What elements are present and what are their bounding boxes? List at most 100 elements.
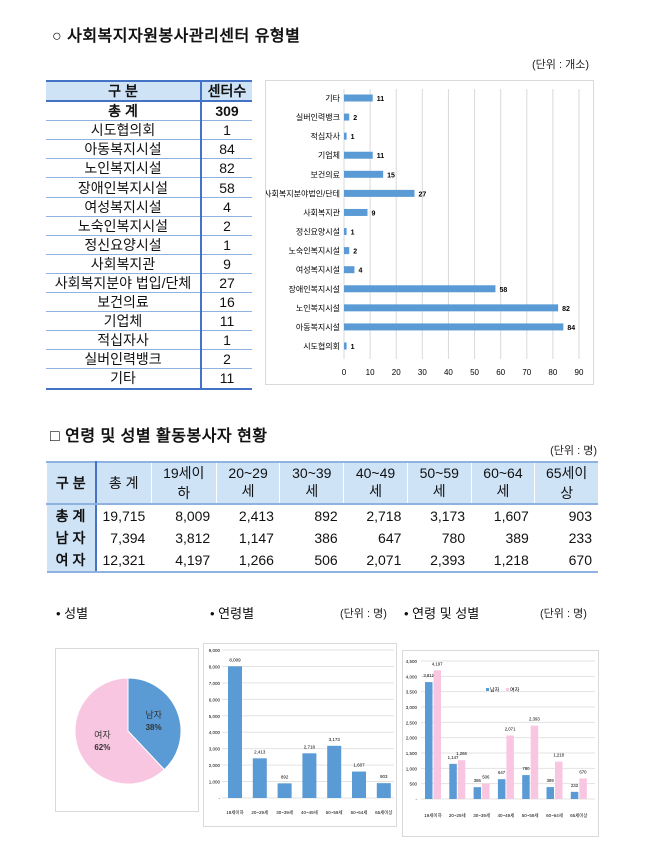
slice-percent: 62% xyxy=(94,743,110,752)
row-value: 82 xyxy=(200,158,252,179)
cell-value: 8,009 xyxy=(175,508,211,524)
category-label: 보건의료 xyxy=(311,169,340,179)
x-tick-label: 80 xyxy=(548,368,557,377)
category-label: 사회복지분야법인/단테 xyxy=(266,188,340,198)
row-value: 2 xyxy=(200,349,252,370)
y-tick-label: 3,500 xyxy=(406,690,418,695)
row-label: 기업체 xyxy=(46,311,201,332)
category-label: 사회복지관 xyxy=(303,207,340,217)
table-row: 여성복지시설 4 xyxy=(46,197,252,217)
bar xyxy=(344,285,496,293)
category-label: 20~29세 xyxy=(449,812,466,819)
gender-label: • 성별 xyxy=(56,606,89,621)
category-label: 65세이상 xyxy=(570,812,587,819)
gender-pie-chart: 남자 38% 여자 62% xyxy=(55,648,199,812)
header-cell: 40~49세 xyxy=(343,461,408,505)
x-tick-label: 40 xyxy=(444,368,453,377)
cell-value: 3,812 xyxy=(175,530,211,546)
slice-name: 여자 xyxy=(94,729,111,740)
y-tick-label: - xyxy=(416,797,418,802)
header-cell: 60~64세 xyxy=(470,461,535,505)
category-label: 기업체 xyxy=(318,150,340,160)
legend-swatch xyxy=(506,688,509,691)
category-label: 실버인력뱅크 xyxy=(296,112,340,122)
row-label: 사회복지분야 법입/단체 xyxy=(46,273,201,294)
x-tick-label: 60 xyxy=(496,368,505,377)
row-value: 2 xyxy=(200,216,252,236)
category-label: 정신요양시설 xyxy=(296,227,340,237)
row-label: 아동복지시설 xyxy=(46,139,201,160)
x-tick-label: 20 xyxy=(392,368,401,377)
data-label: 4 xyxy=(358,268,362,275)
category-label: 30~39세 xyxy=(276,809,293,816)
data-label: 2,393 xyxy=(529,717,540,722)
center-type-table: 구 분 센터수 총 계 309 시도협의회 1 아동복지시설 84 노인복지시설 82 장애인복지시… xyxy=(46,79,252,390)
data-label: 892 xyxy=(281,774,289,779)
total-value: 309 xyxy=(200,101,252,122)
bar xyxy=(327,745,342,798)
category-label: 50~59세 xyxy=(522,812,539,819)
y-tick-label: 4,000 xyxy=(209,730,221,735)
category-label: 40~49세 xyxy=(498,812,515,819)
bar xyxy=(277,783,292,798)
header-cell: 총 계 xyxy=(95,461,152,505)
age-label: • 연령별 xyxy=(210,606,255,621)
category-label: 노숙인복지시설 xyxy=(288,246,340,256)
category-label: 기타 xyxy=(325,94,340,103)
x-tick-label: 70 xyxy=(522,368,531,377)
row-value: 11 xyxy=(200,311,252,332)
cell-value: 780 xyxy=(441,530,466,546)
table-row: 총 계 19,715 8,009 2,413 892 2,718 3,173 1,607 903 xyxy=(46,504,599,527)
header-cell: 50~59세 xyxy=(406,461,472,505)
category-label: 50~59세 xyxy=(326,809,343,816)
bar xyxy=(252,758,267,798)
bar xyxy=(344,304,559,312)
y-tick-label: 2,000 xyxy=(209,763,221,768)
cell-value: 670 xyxy=(534,549,598,573)
data-label: 1,266 xyxy=(456,751,467,756)
x-tick-label: 0 xyxy=(342,368,347,377)
cell-value: 4,197 xyxy=(151,549,217,573)
data-label: 4,197 xyxy=(432,661,443,666)
y-tick-label: 4,000 xyxy=(406,674,418,679)
data-label: 11 xyxy=(377,96,385,103)
row-value: 9 xyxy=(200,254,252,274)
data-label: 27 xyxy=(419,191,427,198)
bar-male xyxy=(570,791,579,799)
header-cell: 65세이상 xyxy=(534,461,598,505)
data-label: 82 xyxy=(562,306,570,313)
category-label: 여성복지시설 xyxy=(296,265,340,275)
data-label: 670 xyxy=(579,769,587,774)
bar-female xyxy=(555,761,563,799)
data-label: 9 xyxy=(372,210,376,217)
table-row: 노인복지시설 82 xyxy=(46,158,252,179)
cell-value: 2,393 xyxy=(407,549,472,573)
legend-swatch xyxy=(486,688,489,691)
pie-slice xyxy=(127,677,182,771)
y-tick-label: 9,000 xyxy=(209,648,221,653)
cell-value: 12,321 xyxy=(95,549,152,573)
row-label: 여성복지시설 xyxy=(46,197,201,217)
category-label: 65세이상 xyxy=(375,809,392,816)
category-label: 20~29세 xyxy=(251,809,268,816)
table-row: 장애인복지시설 58 xyxy=(46,177,252,198)
table-row: 사회복지분야 법입/단체 27 xyxy=(46,273,252,294)
section2-title: □ 연령 및 성별 활동봉사자 현황 xyxy=(50,428,268,445)
bar xyxy=(376,783,391,798)
y-tick-label: 2,000 xyxy=(406,736,418,741)
row-label: 남 자 xyxy=(46,527,97,549)
bar-male xyxy=(497,779,506,799)
table-row: 여 자 12,321 4,197 1,266 506 2,071 2,393 1,218 670 xyxy=(46,549,598,573)
row-value: 27 xyxy=(200,273,252,294)
y-tick-label: 1,500 xyxy=(406,751,418,756)
y-tick-label: 4,500 xyxy=(406,659,418,664)
x-tick-label: 50 xyxy=(470,368,479,377)
cell-value: 389 xyxy=(505,530,529,546)
table-row-total: 총 계 309 xyxy=(46,101,252,122)
legend-label: 여자 xyxy=(510,687,520,694)
bar xyxy=(344,323,564,331)
cell-value: 2,071 xyxy=(343,549,408,573)
cell-value: 1,218 xyxy=(471,549,535,573)
row-value: 11 xyxy=(200,368,252,390)
